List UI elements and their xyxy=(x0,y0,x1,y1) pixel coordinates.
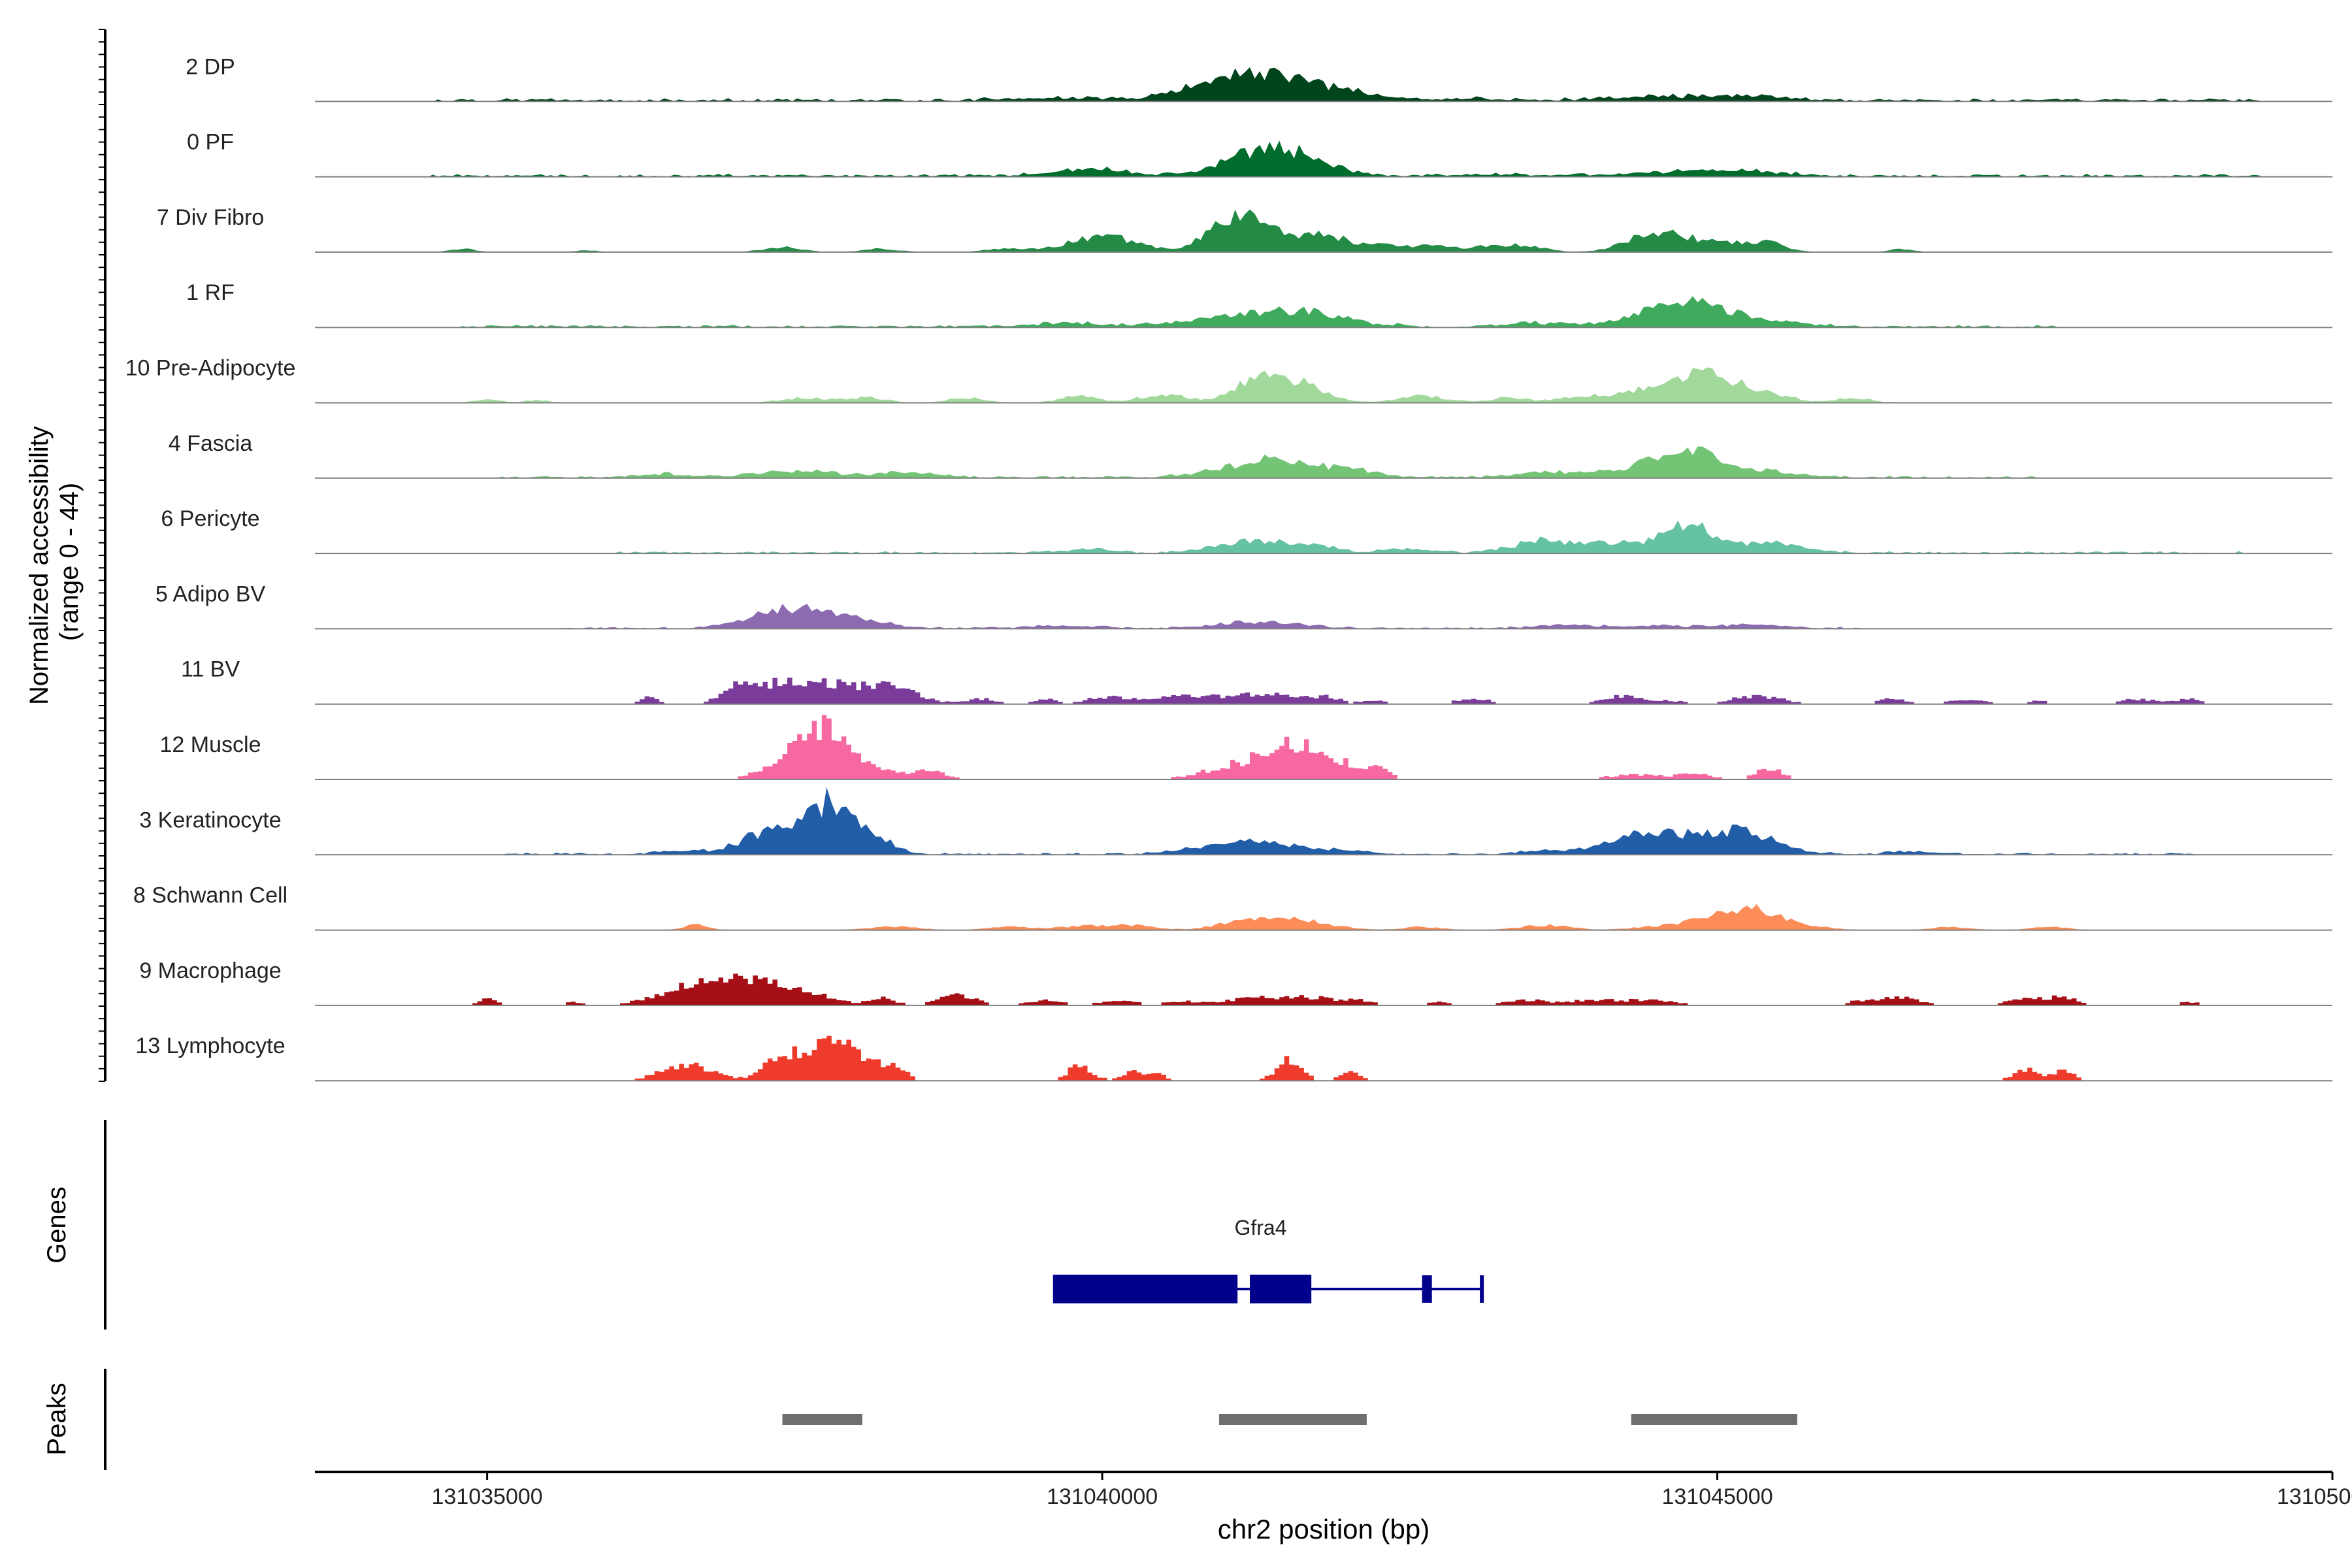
track-label: 10 Pre-Adipocyte xyxy=(125,356,296,381)
peak-regions xyxy=(782,1414,1797,1425)
coverage-area xyxy=(315,296,2332,328)
coverage-area xyxy=(315,140,2332,177)
track-6-pericyte: 6 Pericyte xyxy=(161,506,2332,555)
coverage-area xyxy=(315,1036,2338,1081)
track-10-pre-adipocyte: 10 Pre-Adipocyte xyxy=(125,356,2332,404)
track-1-rf: 1 RF xyxy=(186,280,2332,329)
track-label: 11 BV xyxy=(181,657,240,682)
track-4-fascia: 4 Fascia xyxy=(169,431,2332,479)
coverage-area xyxy=(315,973,2338,1005)
track-label: 4 Fascia xyxy=(169,431,253,456)
x-tick-label: 131035000 xyxy=(432,1484,543,1509)
track-label: 6 Pericyte xyxy=(161,506,259,531)
gene-exon xyxy=(1053,1275,1238,1303)
track-13-lymphocyte: 13 Lymphocyte xyxy=(135,1034,2338,1082)
genes-axis-title: Genes xyxy=(42,1186,71,1264)
track-label: 0 PF xyxy=(187,130,234,155)
gene-exon xyxy=(1480,1275,1484,1303)
track-label: 3 Keratinocyte xyxy=(139,808,281,832)
track-label: 1 RF xyxy=(186,280,235,305)
track-9-macrophage: 9 Macrophage xyxy=(139,958,2338,1006)
track-12-muscle: 12 Muscle xyxy=(160,715,2338,780)
y-axis-title: Normalized accessibility (range 0 - 44) xyxy=(25,419,84,705)
gene-exon xyxy=(1422,1275,1432,1303)
gene-model: Gfra4 xyxy=(1053,1216,1484,1303)
track-label: 2 DP xyxy=(186,54,235,79)
peak-region xyxy=(1218,1414,1367,1425)
track-8-schwann-cell: 8 Schwann Cell xyxy=(133,883,2332,931)
coverage-area xyxy=(315,678,2338,704)
track-3-keratinocyte: 3 Keratinocyte xyxy=(139,787,2332,856)
gene-name-label: Gfra4 xyxy=(1234,1216,1286,1239)
track-0-pf: 0 PF xyxy=(187,130,2332,178)
track-label: 9 Macrophage xyxy=(139,958,281,983)
coverage-area xyxy=(315,715,2338,779)
x-axis-title: chr2 position (bp) xyxy=(1218,1514,1430,1544)
coverage-tracks: 2 DP 0 PF 7 Div Fibro 1 RF 10 Pre-Adipocyte 4… xyxy=(125,54,2338,1082)
coverage-area xyxy=(315,787,2332,855)
x-tick-label: 131050000 xyxy=(2277,1484,2352,1509)
coverage-area xyxy=(315,209,2332,252)
coverage-area xyxy=(315,446,2332,478)
coverage-area xyxy=(315,520,2332,554)
track-7-div-fibro: 7 Div Fibro xyxy=(157,205,2332,253)
y-axis-title-line-2: (range 0 - 44) xyxy=(55,483,84,641)
gene-exon xyxy=(1250,1275,1312,1303)
peak-region xyxy=(782,1414,862,1425)
coverage-area xyxy=(315,604,2332,629)
track-5-adipo-bv: 5 Adipo BV xyxy=(155,581,2332,630)
coverage-area xyxy=(315,904,2332,930)
peak-region xyxy=(1631,1414,1797,1425)
x-tick-label: 131040000 xyxy=(1047,1484,1158,1509)
peaks-axis-title: Peaks xyxy=(42,1382,71,1455)
track-label: 13 Lymphocyte xyxy=(135,1034,285,1058)
track-label: 5 Adipo BV xyxy=(155,581,266,606)
track-11-bv: 11 BV xyxy=(181,657,2338,705)
coverage-area xyxy=(315,367,2332,403)
coverage-area xyxy=(315,67,2332,102)
track-label: 8 Schwann Cell xyxy=(133,883,287,908)
x-tick-label: 131045000 xyxy=(1661,1484,1772,1509)
x-axis-ticks: 131035000 131040000 131045000 131050000 xyxy=(432,1472,2352,1509)
y-axis-ticks xyxy=(99,29,106,1082)
track-label: 12 Muscle xyxy=(160,732,261,757)
track-2-dp: 2 DP xyxy=(186,54,2332,103)
y-axis-title-line-1: Normalized accessibility xyxy=(25,426,54,705)
track-label: 7 Div Fibro xyxy=(157,205,264,230)
